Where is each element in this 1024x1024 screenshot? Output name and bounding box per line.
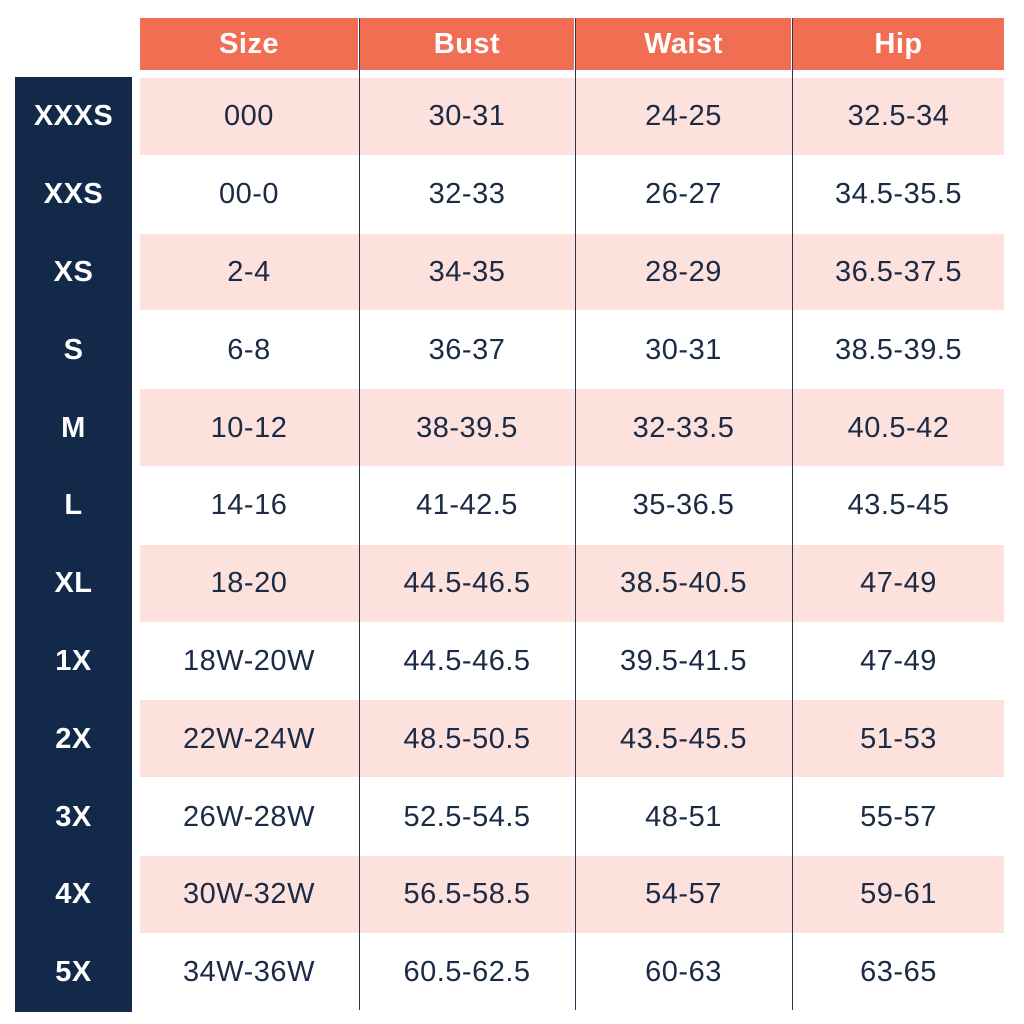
cell-value: 34W-36W — [183, 956, 315, 989]
cell-value: 30-31 — [645, 333, 722, 366]
cell-value: 00-0 — [218, 178, 280, 211]
cell-value: 34.5-35.5 — [834, 178, 963, 211]
size-label: 4X — [55, 878, 92, 911]
size-label: 1X — [55, 644, 92, 677]
cell-value: 34-35 — [428, 255, 506, 288]
size-label: S — [63, 333, 84, 366]
cell-value: 47-49 — [860, 644, 937, 677]
cell-value: 6-8 — [227, 333, 271, 366]
cell-value: 48-51 — [645, 800, 722, 833]
cell-value: 47-49 — [860, 567, 937, 600]
column-header: Hip — [793, 18, 1004, 70]
cell-value: 32.5-34 — [847, 100, 950, 133]
cell-value: 38-39.5 — [416, 411, 518, 444]
cell-value: 000 — [224, 100, 274, 133]
size-label: XL — [54, 567, 93, 600]
column-divider — [575, 18, 576, 1010]
cell-value: 63-65 — [860, 956, 937, 989]
cell-value: 44.5-46.5 — [403, 567, 531, 600]
cell-value: 30W-32W — [183, 878, 315, 911]
cell-value: 43.5-45.5 — [619, 722, 748, 755]
cell-value: 56.5-58.5 — [403, 878, 531, 911]
size-label: XXS — [43, 178, 104, 211]
cell-value: 10-12 — [210, 411, 288, 444]
cell-value: 44.5-46.5 — [403, 644, 531, 677]
cell-value: 43.5-45 — [847, 489, 950, 522]
cell-value: 32-33 — [428, 178, 506, 211]
size-label: 3X — [55, 800, 92, 833]
cell-value: 59-61 — [860, 878, 937, 911]
cell-value: 32-33.5 — [632, 411, 735, 444]
cell-value: 40.5-42 — [847, 411, 950, 444]
size-label: 5X — [55, 956, 92, 989]
cell-value: 48.5-50.5 — [403, 722, 531, 755]
column-header: Bust — [360, 18, 574, 70]
cell-value: 60.5-62.5 — [403, 956, 531, 989]
cell-value: 18W-20W — [183, 644, 315, 677]
row-band — [140, 544, 1004, 622]
row-band — [140, 389, 1004, 466]
cell-value: 39.5-41.5 — [619, 644, 748, 677]
size-label: XS — [53, 255, 94, 288]
cell-value: 24-25 — [645, 100, 722, 133]
size-label-column — [15, 77, 132, 1012]
cell-value: 38.5-39.5 — [834, 333, 963, 366]
cell-value: 28-29 — [645, 255, 722, 288]
cell-value: 55-57 — [860, 800, 937, 833]
row-band — [140, 700, 1004, 778]
cell-value: 36.5-37.5 — [834, 255, 963, 288]
cell-value: 18-20 — [210, 567, 288, 600]
cell-value: 36-37 — [428, 333, 506, 366]
cell-value: 54-57 — [645, 878, 722, 911]
size-label: L — [64, 489, 83, 522]
cell-value: 51-53 — [860, 722, 937, 755]
cell-value: 26-27 — [645, 178, 722, 211]
row-band — [140, 233, 1004, 311]
size-label: M — [61, 411, 86, 444]
row-band — [140, 78, 1004, 155]
column-divider — [359, 18, 360, 1010]
cell-value: 52.5-54.5 — [403, 800, 531, 833]
size-label: 2X — [55, 722, 92, 755]
cell-value: 38.5-40.5 — [619, 567, 748, 600]
cell-value: 60-63 — [645, 956, 722, 989]
column-header: Waist — [576, 18, 791, 70]
column-divider — [792, 18, 793, 1010]
cell-value: 35-36.5 — [632, 489, 735, 522]
size-label: XXXS — [33, 100, 114, 133]
cell-value: 41-42.5 — [416, 489, 518, 522]
row-band — [140, 856, 1004, 933]
column-header: Size — [140, 18, 358, 70]
cell-value: 30-31 — [428, 100, 506, 133]
cell-value: 26W-28W — [183, 800, 315, 833]
cell-value: 2-4 — [227, 255, 271, 288]
cell-value: 14-16 — [210, 489, 288, 522]
cell-value: 22W-24W — [183, 722, 315, 755]
